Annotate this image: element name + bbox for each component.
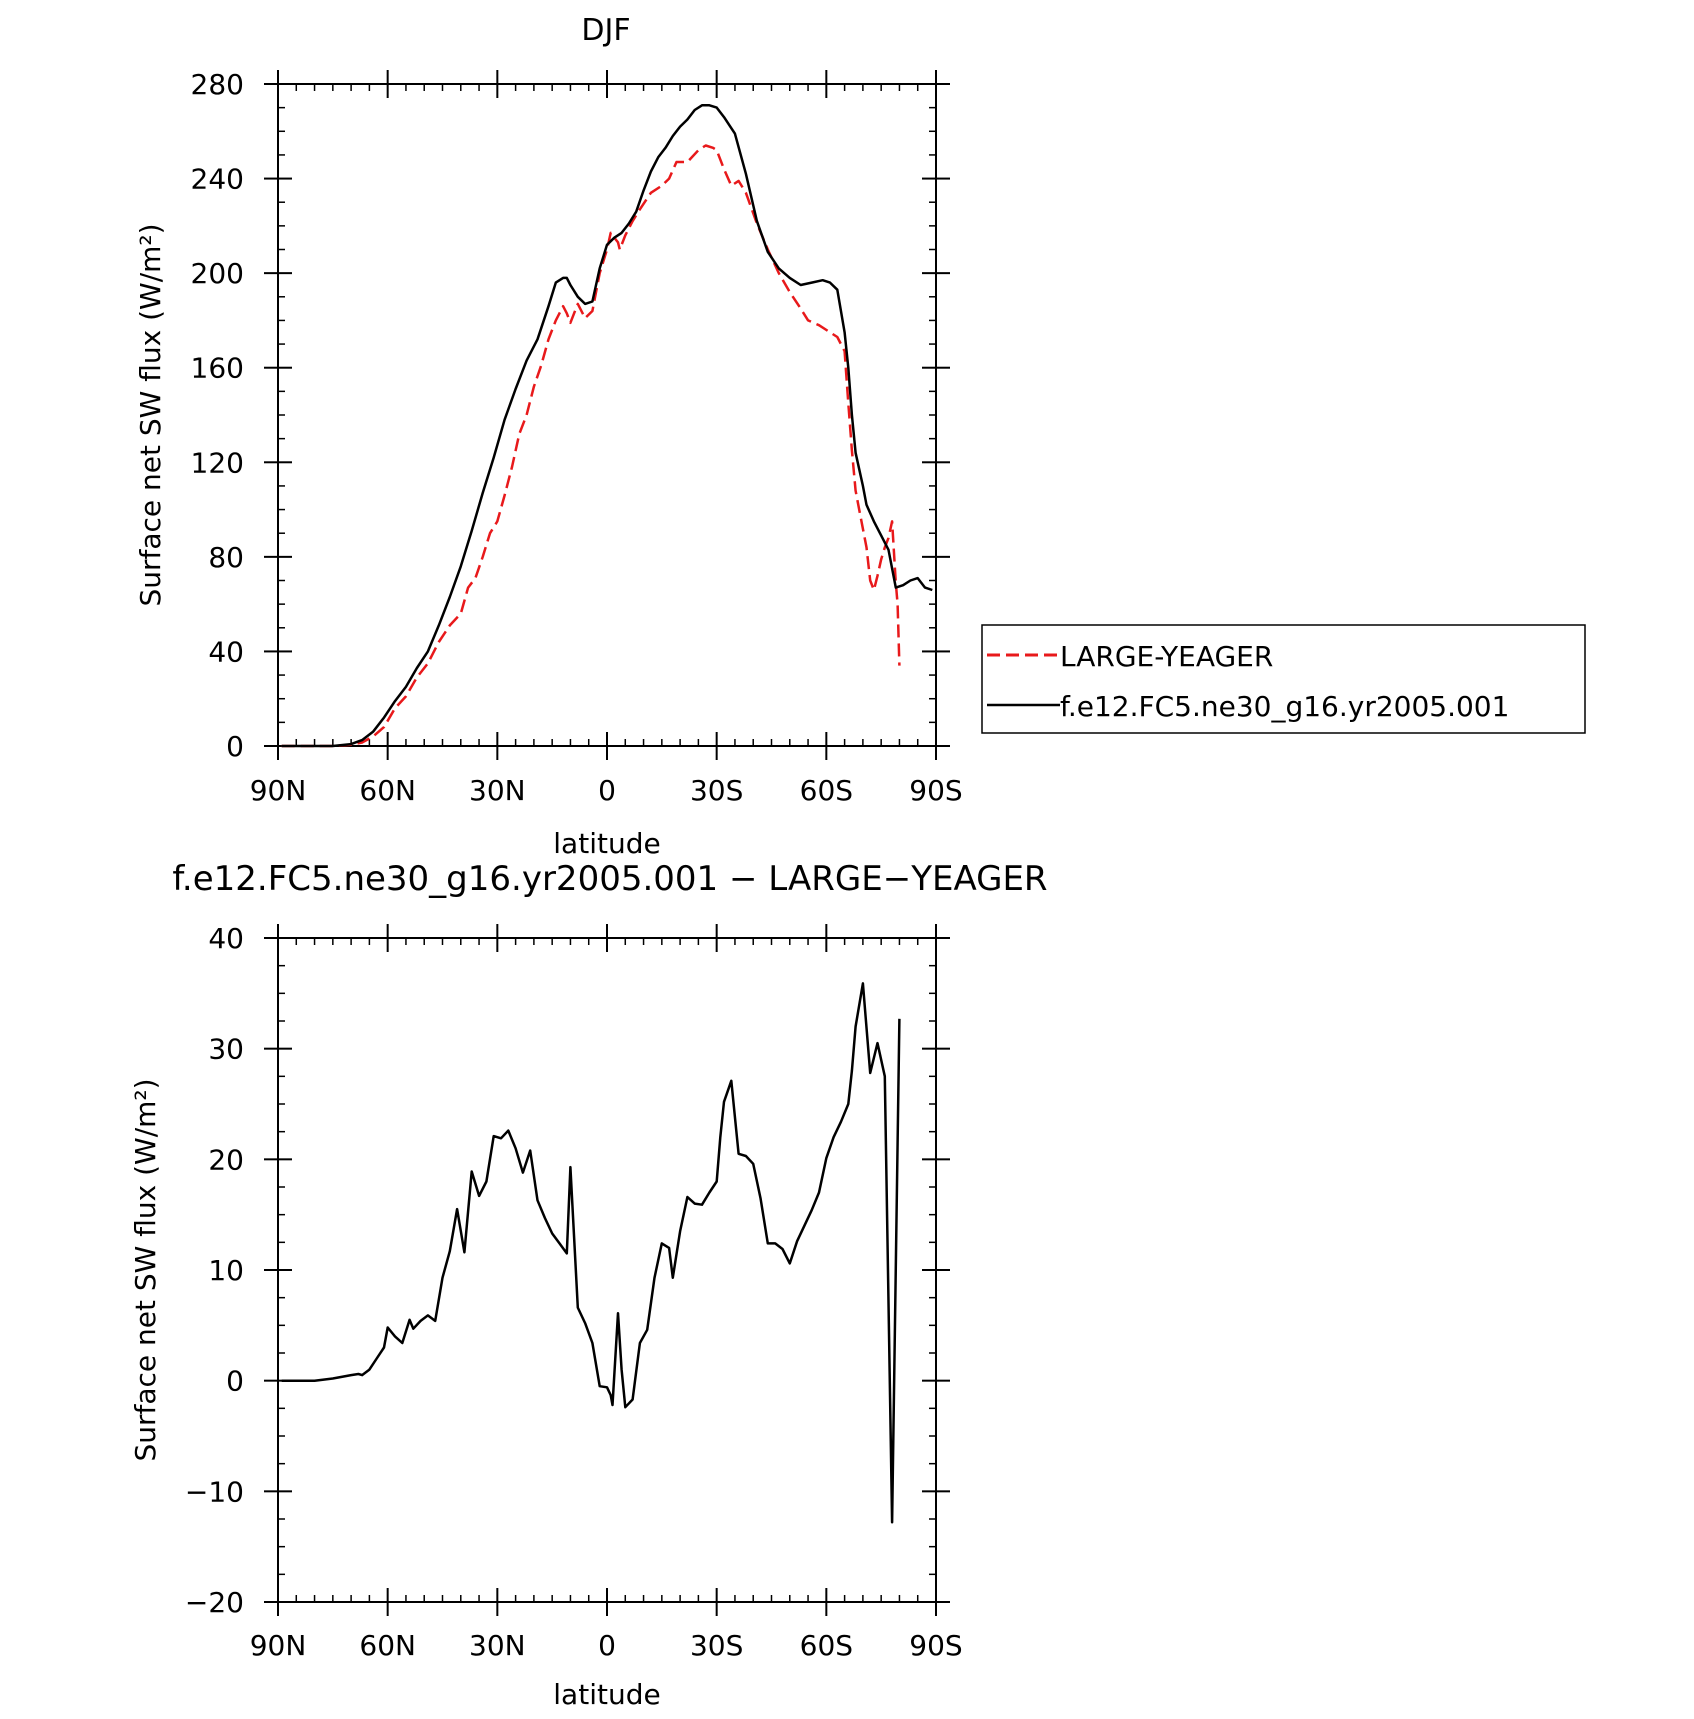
top-y-axis-label: Surface net SW flux (W/m²) xyxy=(134,223,167,606)
top-y-tick-label: 160 xyxy=(191,352,244,385)
bottom-x-tick-label: 90N xyxy=(250,1629,307,1662)
top-x-tick-label: 30N xyxy=(469,774,526,807)
bottom-x-tick-label: 90S xyxy=(909,1629,962,1662)
top-y-tick-label: 80 xyxy=(208,541,244,574)
bottom-x-tick-label: 60N xyxy=(359,1629,416,1662)
bottom-x-axis-label: latitude xyxy=(553,1678,660,1711)
top-plot-frame xyxy=(277,83,937,747)
bottom-x-tick-label: 30N xyxy=(469,1629,526,1662)
top-y-tick-label: 0 xyxy=(226,730,244,763)
bottom-y-tick-label: 0 xyxy=(226,1365,244,1398)
bottom-y-tick-label: 40 xyxy=(208,922,244,955)
bottom-y-tick-labels: −20 −10 0 10 20 30 40 xyxy=(185,922,244,1619)
top-series-line-large-yeager xyxy=(281,144,901,748)
bottom-series-line-difference xyxy=(281,982,901,1524)
bottom-y-axis-label: Surface net SW flux (W/m²) xyxy=(129,1078,162,1461)
bottom-y-tick-label: 10 xyxy=(208,1254,244,1287)
bottom-y-tick-label: −20 xyxy=(185,1586,244,1619)
top-x-tick-label: 0 xyxy=(598,774,616,807)
top-y-tick-labels: 0 40 80 120 160 200 240 280 xyxy=(191,68,244,763)
legend-label-model: f.e12.FC5.ne30_g16.yr2005.001 xyxy=(1060,690,1509,723)
top-x-tick-labels: 90N 60N 30N 0 30S 60S 90S xyxy=(250,774,963,807)
top-x-tick-label: 60S xyxy=(800,774,853,807)
bottom-x-tick-label: 60S xyxy=(800,1629,853,1662)
top-chart-title: DJF xyxy=(581,13,630,48)
top-y-tick-label: 280 xyxy=(191,68,244,101)
top-y-tick-label: 200 xyxy=(191,257,244,290)
legend-label-large-yeager: LARGE-YEAGER xyxy=(1060,640,1273,673)
difference-plot: f.e12.FC5.ne30_g16.yr2005.001 − LARGE−YE… xyxy=(129,859,1048,1711)
bottom-x-tick-label: 0 xyxy=(598,1629,616,1662)
bottom-x-tick-labels: 90N 60N 30N 0 30S 60S 90S xyxy=(250,1629,963,1662)
top-x-tick-label: 90S xyxy=(909,774,962,807)
legend-box xyxy=(981,624,1586,734)
top-x-tick-label: 30S xyxy=(690,774,743,807)
top-x-tick-label: 60N xyxy=(359,774,416,807)
bottom-series-group xyxy=(281,982,901,1524)
top-series-line-model xyxy=(281,104,933,748)
legend: LARGE-YEAGER f.e12.FC5.ne30_g16.yr2005.0… xyxy=(981,624,1586,734)
top-x-tick-label: 90N xyxy=(250,774,307,807)
top-y-tick-label: 40 xyxy=(208,635,244,668)
top-series-group xyxy=(281,104,933,748)
djf-flux-plot: DJF 90N 60N 30N 0 30S 60S 90S 0 40 80 120 160 200 24… xyxy=(134,13,963,860)
bottom-chart-title: f.e12.FC5.ne30_g16.yr2005.001 − LARGE−YE… xyxy=(172,859,1047,899)
top-y-tick-label: 240 xyxy=(191,163,244,196)
bottom-x-tick-label: 30S xyxy=(690,1629,743,1662)
top-x-axis-label: latitude xyxy=(553,827,660,860)
bottom-y-tick-label: −10 xyxy=(185,1475,244,1508)
bottom-axis-ticks xyxy=(264,924,950,1616)
bottom-y-tick-label: 30 xyxy=(208,1033,244,1066)
top-y-tick-label: 120 xyxy=(191,446,244,479)
bottom-plot-frame xyxy=(277,937,937,1603)
top-axis-ticks xyxy=(264,70,950,760)
bottom-y-tick-label: 20 xyxy=(208,1143,244,1176)
